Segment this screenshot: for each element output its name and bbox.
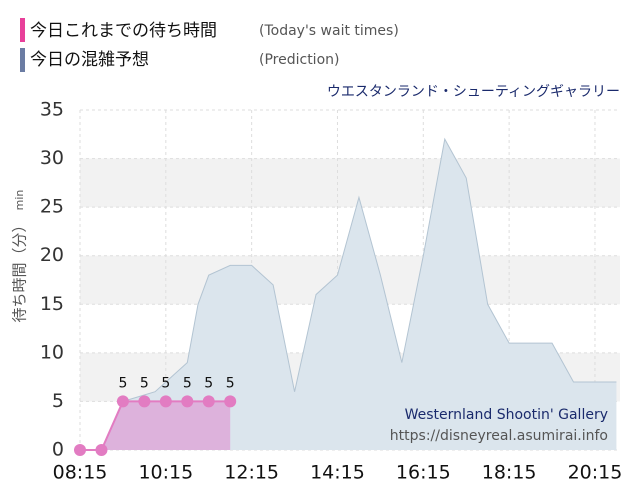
legend-label: 今日の混雑予想 xyxy=(30,50,149,70)
x-tick-label: 18:15 xyxy=(482,462,537,484)
today-point xyxy=(74,444,86,456)
plot-area: 0 5 10 15 20 25 30 35 08:15 10:15 12:15 14:15 16:15 1… xyxy=(40,99,623,484)
data-label: 5 xyxy=(204,375,213,391)
x-tick-label: 10:15 xyxy=(138,462,193,484)
legend-swatch xyxy=(20,18,25,42)
legend-note: (Today's wait times) xyxy=(259,23,399,39)
today-point xyxy=(202,395,215,408)
legend-label: 今日これまでの待ち時間 xyxy=(30,21,217,41)
y-tick-label: 35 xyxy=(40,99,64,121)
today-point xyxy=(95,444,108,456)
y-tick-label: 30 xyxy=(40,147,64,169)
y-tick-label: 15 xyxy=(40,293,64,315)
today-point xyxy=(224,395,237,408)
y-tick-label: 25 xyxy=(40,196,64,218)
prediction-area xyxy=(101,139,617,450)
watermark-title: Westernland Shootin' Gallery xyxy=(405,407,608,423)
y-tick-label: 5 xyxy=(52,390,64,412)
x-tick-label: 08:15 xyxy=(53,462,108,484)
data-label: 5 xyxy=(226,375,235,391)
x-tick-label: 16:15 xyxy=(396,462,451,484)
y-tick-label: 0 xyxy=(52,439,64,461)
x-tick-label: 12:15 xyxy=(224,462,279,484)
data-label: 5 xyxy=(183,375,192,391)
data-label: 5 xyxy=(161,375,170,391)
today-point xyxy=(181,395,194,408)
y-axis-label: 待ち時間（分） xyxy=(11,217,29,322)
today-area xyxy=(80,401,231,450)
x-tick-label: 14:15 xyxy=(310,462,365,484)
legend-swatch xyxy=(20,48,25,72)
today-point xyxy=(116,395,129,408)
watermark-url: https://disneyreal.asumirai.info xyxy=(390,428,608,444)
y-axis-unit: min xyxy=(13,190,26,211)
today-point xyxy=(138,395,151,408)
x-tick-label: 20:15 xyxy=(568,462,623,484)
y-tick-label: 20 xyxy=(40,244,64,266)
data-label: 5 xyxy=(118,375,127,391)
prediction-line xyxy=(100,137,617,451)
y-tick-label: 10 xyxy=(40,341,64,363)
grid-band xyxy=(80,158,620,208)
subtitle: ウエスタンランド・シューティングギャラリー xyxy=(327,84,620,100)
today-point xyxy=(159,395,172,408)
legend-note: (Prediction) xyxy=(259,52,339,68)
data-label: 5 xyxy=(140,375,149,391)
